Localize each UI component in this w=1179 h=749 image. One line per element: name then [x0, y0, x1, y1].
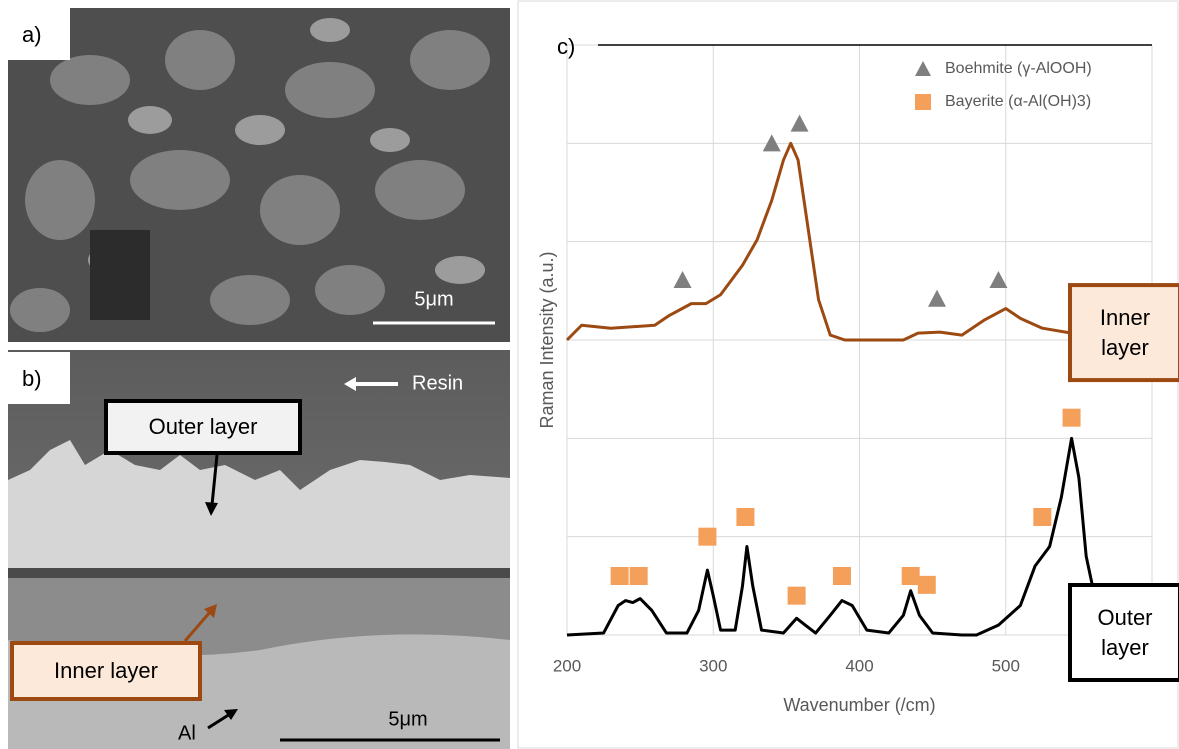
series-label-box — [1068, 583, 1179, 682]
scale-label: 5μm — [388, 708, 427, 730]
texture — [88, 18, 485, 284]
marker — [673, 271, 692, 289]
marker — [832, 567, 851, 585]
marker — [698, 527, 717, 546]
marker — [917, 575, 936, 594]
arrow-head — [204, 604, 217, 618]
marker — [928, 289, 947, 307]
legend-label: Boehmite (γ-AlOOH) — [945, 60, 1092, 77]
arrow — [210, 454, 219, 506]
label-box — [8, 8, 70, 60]
y-axis-label: Raman Intensity (a.u.) — [537, 251, 557, 428]
marker — [629, 567, 648, 585]
x-tick-label: 300 — [699, 656, 727, 675]
panel-label: b) — [22, 366, 42, 391]
label-box — [104, 399, 302, 455]
arrow-head — [224, 709, 238, 720]
panel-label: c) — [557, 34, 575, 59]
marker — [1062, 408, 1081, 427]
panel-b: b) Resin Outer layer Inner layer Al 5μm — [8, 350, 510, 749]
scale-label: 5μm — [414, 288, 453, 310]
interface — [8, 568, 510, 578]
panel-a: a) 5μm — [8, 8, 510, 342]
arrow-head — [205, 502, 218, 516]
marker — [762, 134, 781, 152]
inner-layer-label: Inner layer — [54, 658, 158, 683]
inner-layer-region — [8, 578, 510, 656]
x-tick-label: 500 — [992, 656, 1020, 675]
x-axis-label: Wavenumber (/cm) — [783, 695, 935, 715]
arrow-head — [344, 377, 356, 391]
chart: 200300400500600c)Wavenumber (/cm)Raman I… — [537, 34, 1179, 715]
x-tick-label: 200 — [553, 656, 581, 675]
marker — [901, 567, 920, 585]
series-label: Inner layer — [1100, 305, 1150, 360]
marker — [610, 567, 629, 585]
marker — [787, 586, 806, 605]
arrow — [183, 611, 212, 642]
series-label-box — [1068, 283, 1179, 383]
spectrum-line — [566, 436, 1153, 637]
marker — [989, 271, 1008, 289]
legend-marker — [915, 94, 931, 110]
outer-layer-region — [8, 440, 510, 570]
marker — [736, 508, 755, 526]
x-tick-label: 400 — [845, 656, 873, 675]
resin-label: Resin — [412, 372, 463, 394]
panel-label: a) — [22, 22, 42, 47]
spectrum-line — [565, 141, 1094, 342]
legend-marker — [915, 61, 931, 76]
al-label: Al — [178, 722, 196, 744]
texture — [90, 230, 150, 320]
marker — [790, 114, 809, 132]
label-box — [8, 352, 70, 404]
arrow — [207, 712, 231, 730]
outer-layer-label: Outer layer — [149, 414, 258, 439]
label-box — [10, 641, 202, 701]
legend-label: Bayerite (α-Al(OH)3) — [945, 93, 1091, 110]
marker — [1033, 508, 1052, 526]
series-label: Outer layer — [1097, 605, 1152, 660]
texture — [10, 30, 490, 332]
